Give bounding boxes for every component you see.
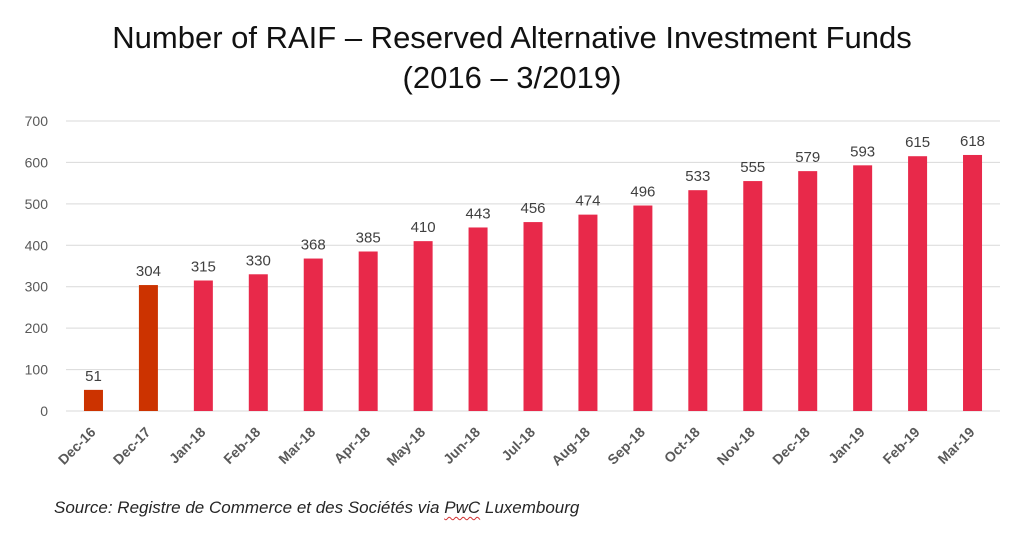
bar xyxy=(743,181,763,411)
x-tick-label: Aug-18 xyxy=(548,424,593,469)
bar xyxy=(853,165,873,411)
y-tick-label: 100 xyxy=(25,362,49,378)
y-tick-label: 500 xyxy=(25,196,49,212)
bar xyxy=(688,190,708,411)
x-tick-label: Mar-18 xyxy=(275,424,318,467)
data-label: 330 xyxy=(246,252,271,269)
source-note: Source: Registre de Commerce et des Soci… xyxy=(54,498,579,518)
chart-title: Number of RAIF – Reserved Alternative In… xyxy=(112,20,912,55)
y-tick-label: 200 xyxy=(25,320,49,336)
data-label: 443 xyxy=(466,205,491,222)
bar xyxy=(468,227,488,411)
bar xyxy=(358,251,378,411)
x-tick-label: Jan-19 xyxy=(825,424,868,467)
data-label: 410 xyxy=(411,219,436,236)
source-suffix: Luxembourg xyxy=(480,498,580,517)
data-label: 51 xyxy=(85,368,102,385)
data-label: 304 xyxy=(136,263,161,280)
y-tick-label: 0 xyxy=(40,403,48,419)
data-label: 496 xyxy=(630,184,655,201)
x-tick-label: Nov-18 xyxy=(714,424,758,468)
x-tick-label: May-18 xyxy=(383,424,428,469)
data-label: 533 xyxy=(685,168,710,185)
y-tick-label: 400 xyxy=(25,237,49,253)
data-label: 593 xyxy=(850,143,875,160)
data-label: 618 xyxy=(960,133,985,150)
bar xyxy=(908,156,928,411)
bar xyxy=(523,222,543,411)
data-label: 474 xyxy=(575,193,600,210)
x-tick-label: Dec-16 xyxy=(55,424,99,468)
x-tick-label: Jun-18 xyxy=(440,424,483,467)
bar xyxy=(193,280,213,411)
bar xyxy=(578,214,598,411)
x-tick-label: Jul-18 xyxy=(498,424,538,464)
bar xyxy=(83,389,103,411)
source-underlined: PwC xyxy=(444,498,481,517)
bar xyxy=(633,205,653,411)
bar xyxy=(798,171,818,411)
x-tick-label: Feb-18 xyxy=(220,424,263,467)
source-prefix: Source: Registre de Commerce et des Soci… xyxy=(54,498,445,517)
data-label: 579 xyxy=(795,149,820,166)
y-tick-label: 600 xyxy=(25,154,49,170)
bar xyxy=(303,258,323,411)
x-tick-label: Jan-18 xyxy=(166,424,209,467)
bar xyxy=(413,241,433,411)
bar xyxy=(963,154,983,411)
x-tick-label: Feb-19 xyxy=(879,424,922,467)
data-label: 385 xyxy=(356,230,381,247)
data-label: 368 xyxy=(301,237,326,254)
x-tick-label: Dec-18 xyxy=(769,424,813,468)
y-tick-label: 300 xyxy=(25,279,49,295)
x-tick-label: Sep-18 xyxy=(604,424,648,468)
data-label: 315 xyxy=(191,259,216,276)
chart-title-block: Number of RAIF – Reserved Alternative In… xyxy=(0,18,1024,98)
bar xyxy=(138,285,158,411)
x-tick-label: Apr-18 xyxy=(331,424,374,467)
y-tick-label: 700 xyxy=(25,113,49,129)
data-label: 555 xyxy=(740,159,765,176)
chart-subtitle: (2016 – 3/2019) xyxy=(402,60,622,95)
data-label: 456 xyxy=(520,200,545,217)
x-tick-label: Oct-18 xyxy=(661,424,703,466)
x-tick-label: Dec-17 xyxy=(110,424,154,468)
data-label: 615 xyxy=(905,134,930,151)
x-tick-label: Mar-19 xyxy=(934,424,977,467)
bar xyxy=(248,274,268,411)
